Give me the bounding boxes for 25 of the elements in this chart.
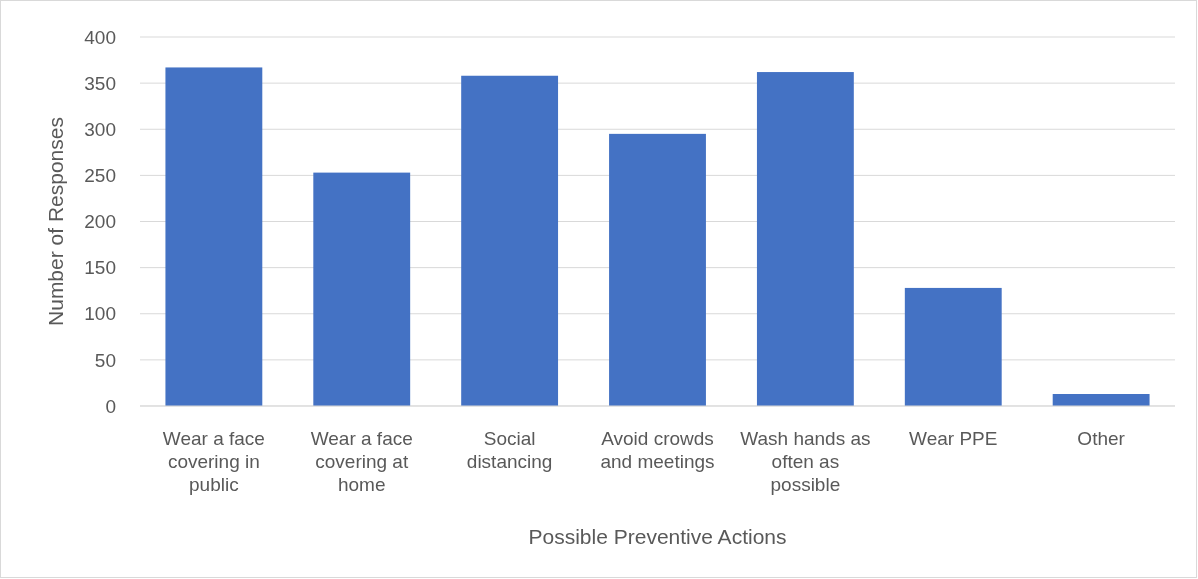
y-tick-label: 200 <box>84 211 116 233</box>
x-axis-title: Possible Preventive Actions <box>528 525 787 548</box>
x-tick-label: Social distancing <box>466 428 553 472</box>
x-tick-label: Other <box>1077 428 1126 449</box>
y-tick-label: 250 <box>84 165 116 187</box>
bar <box>313 172 411 406</box>
bar <box>609 133 706 406</box>
bar <box>904 287 1002 406</box>
bar <box>461 75 559 406</box>
y-tick-label: 400 <box>84 26 116 48</box>
x-tick-label: Wear PPE <box>909 428 998 449</box>
x-tick-label: Wear a face covering at home <box>310 428 413 495</box>
y-tick-label: 0 <box>105 395 116 417</box>
y-tick-label: 100 <box>84 303 116 325</box>
x-tick-label: Wear a face covering in public <box>162 428 265 495</box>
y-tick-label: 50 <box>94 349 116 371</box>
y-tick-label: 350 <box>84 72 116 94</box>
bar <box>165 67 263 406</box>
bar <box>756 72 854 406</box>
y-tick-label: 150 <box>84 257 116 279</box>
bar <box>1052 394 1150 406</box>
y-tick-label: 300 <box>84 118 116 140</box>
y-axis-title: Number of Responses <box>44 117 67 326</box>
x-tick-label: Avoid crowds and meetings <box>600 428 715 472</box>
x-tick-label: Wash hands as often as possible <box>740 428 871 495</box>
